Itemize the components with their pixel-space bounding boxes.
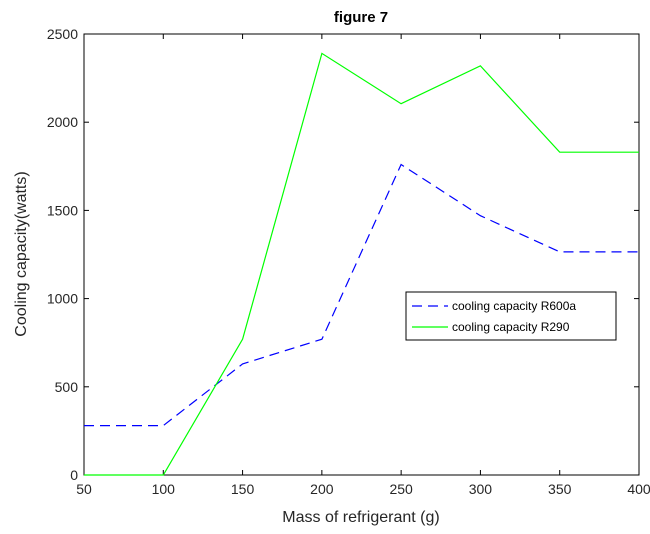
legend-label: cooling capacity R600a	[452, 299, 576, 313]
y-tick-label: 2500	[47, 26, 78, 42]
x-tick-label: 300	[469, 481, 493, 497]
chart-title: figure 7	[334, 9, 388, 26]
y-tick-label: 2000	[47, 114, 78, 130]
y-tick-label: 1000	[47, 291, 78, 307]
x-tick-label: 350	[548, 481, 572, 497]
series-line-2	[84, 52, 639, 476]
y-axis-label: Cooling capacity(watts)	[13, 171, 30, 336]
x-tick-label: 250	[389, 481, 413, 497]
y-tick-label: 1500	[47, 202, 78, 218]
y-tick-label: 500	[55, 379, 79, 395]
x-tick-label: 400	[627, 481, 650, 497]
x-axis-label: Mass of refrigerant (g)	[282, 509, 439, 526]
series-line-1	[84, 163, 639, 427]
plot-area-frame	[83, 33, 640, 476]
legend-box	[405, 291, 617, 341]
legend-label: cooling capacity R290	[452, 320, 570, 334]
x-tick-label: 100	[152, 481, 176, 497]
legend: cooling capacity R600a cooling capacity R…	[405, 291, 617, 341]
series-lines	[84, 52, 639, 476]
x-tick-label: 50	[76, 481, 92, 497]
x-tick-label: 150	[231, 481, 255, 497]
x-tick-label: 200	[310, 481, 334, 497]
axis-ticks: 50 100 150 200 250 300 350 400 0 500 1000 1500 2000 2…	[47, 26, 650, 497]
y-tick-label: 0	[70, 467, 78, 483]
